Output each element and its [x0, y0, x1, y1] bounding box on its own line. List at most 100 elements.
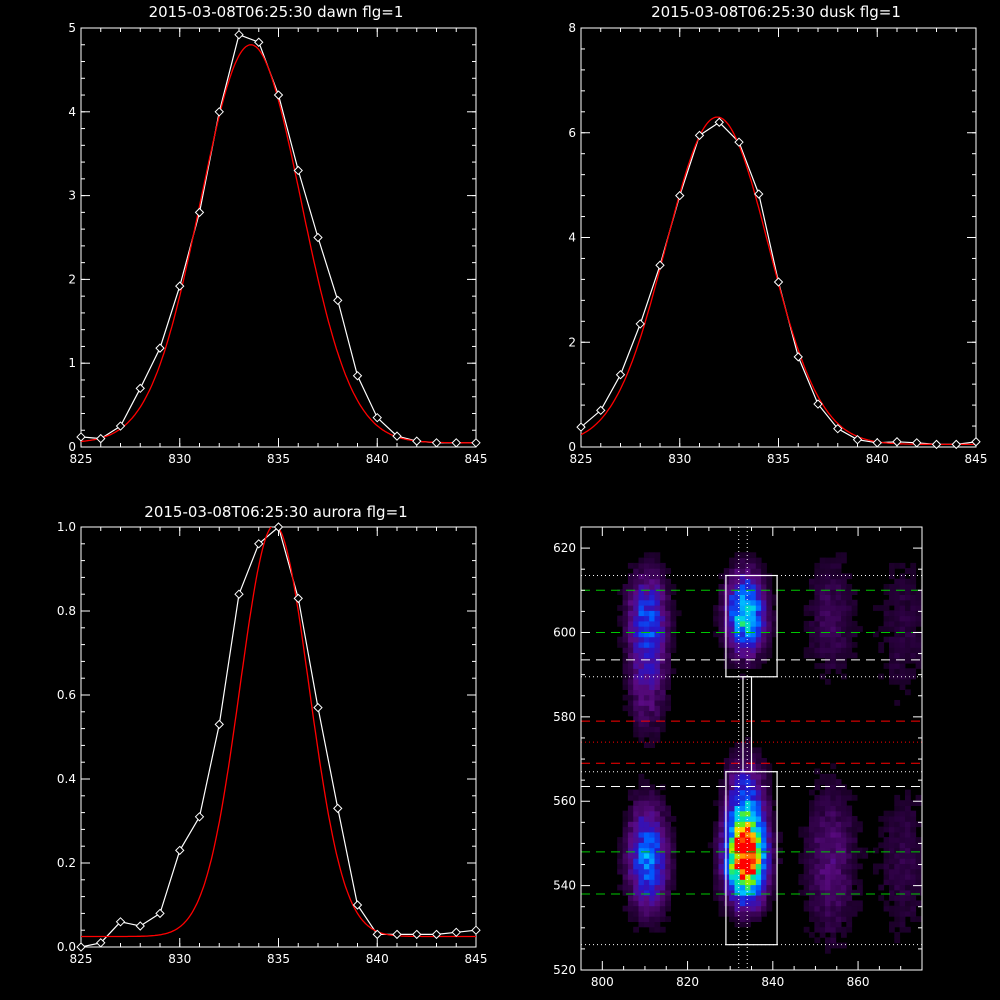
heatmap-cell — [670, 837, 677, 843]
heatmap-cell — [841, 800, 847, 806]
heatmap-cell — [841, 552, 847, 559]
heatmap-cell — [814, 921, 821, 928]
heatmap-cell — [841, 879, 847, 886]
heatmap-cell — [670, 599, 677, 606]
heatmap-cell — [809, 605, 815, 611]
heatmap-cell — [750, 910, 757, 917]
data-point — [155, 343, 165, 353]
heatmap-cell — [835, 916, 842, 922]
heatmap-cell — [649, 874, 655, 880]
heatmap-cell — [627, 584, 634, 590]
heatmap-cell — [670, 868, 677, 875]
heatmap-cell — [638, 863, 645, 870]
heatmap-cell — [798, 852, 805, 859]
heatmap-cell — [654, 910, 661, 917]
heatmap-cell — [899, 879, 906, 886]
heatmap-cell — [745, 657, 751, 664]
heatmap-cell — [899, 652, 906, 659]
heatmap-cell — [889, 636, 895, 643]
heatmap-cell — [809, 631, 815, 638]
heatmap-cell — [638, 636, 645, 643]
y-tick-label: 3 — [68, 189, 76, 203]
heatmap-cell — [835, 578, 842, 585]
heatmap-cell — [729, 852, 735, 859]
heatmap-cell — [723, 910, 730, 917]
heatmap-cell — [649, 636, 655, 643]
heatmap-cell — [734, 636, 741, 643]
heatmap-cell — [846, 610, 853, 617]
heatmap-cell — [654, 668, 661, 675]
heatmap-cell — [894, 652, 901, 659]
heatmap-cell — [819, 868, 826, 875]
heatmap-cell — [830, 779, 837, 785]
heatmap-cell — [723, 773, 730, 780]
heatmap-cell — [889, 594, 895, 601]
heatmap-cell — [713, 868, 719, 875]
heatmap-cell — [889, 926, 895, 933]
heatmap-cell — [734, 557, 741, 564]
heatmap-cell — [814, 831, 821, 838]
heatmap-cell — [803, 868, 810, 875]
heatmap-cell — [899, 620, 906, 627]
heatmap-cell — [654, 900, 661, 907]
heatmap-cell — [649, 842, 655, 849]
heatmap-cell — [803, 842, 810, 849]
heatmap-cell — [622, 889, 629, 896]
heatmap-cell — [755, 589, 762, 595]
heatmap-cell — [627, 573, 634, 580]
heatmap-cell — [627, 689, 634, 696]
data-point — [615, 370, 626, 380]
heatmap-cell — [643, 826, 650, 833]
heatmap-cell — [627, 821, 634, 828]
heatmap-cell — [889, 826, 895, 833]
heatmap-cell — [814, 626, 821, 632]
heatmap-cell — [622, 816, 629, 822]
heatmap-cell — [755, 747, 762, 754]
heatmap-cell — [899, 594, 906, 601]
heatmap-cell — [617, 842, 623, 849]
heatmap-cell — [894, 647, 901, 653]
heatmap-cell — [814, 779, 821, 785]
heatmap-cell — [825, 636, 831, 643]
heatmap-cell — [766, 773, 773, 780]
heatmap-cell — [745, 584, 751, 590]
heatmap-cell — [798, 879, 805, 886]
heatmap-cell — [729, 663, 735, 669]
heatmap-cell — [814, 610, 821, 617]
heatmap-cell — [659, 584, 666, 590]
heatmap-cell — [878, 884, 885, 891]
heatmap-cell — [622, 599, 629, 606]
heatmap-cell — [809, 636, 815, 643]
data-point — [175, 281, 185, 291]
heatmap-cell — [835, 905, 842, 912]
heatmap-cell — [745, 826, 751, 833]
heatmap-cell — [633, 731, 639, 738]
heatmap-cell — [729, 578, 735, 585]
heatmap-cell — [846, 895, 853, 901]
heatmap-cell — [878, 642, 885, 648]
heatmap-cell — [910, 562, 917, 569]
heatmap-cell — [638, 842, 645, 849]
heatmap-cell — [761, 847, 767, 854]
heatmap-cell — [814, 652, 821, 659]
heatmap-cell — [643, 779, 650, 785]
heatmap-cell — [851, 868, 858, 875]
heatmap-cell — [649, 726, 655, 733]
heatmap-cell — [851, 589, 858, 595]
heatmap-cell — [771, 879, 778, 886]
heatmap-cell — [899, 821, 906, 828]
heatmap-cell — [739, 847, 746, 854]
heatmap-cell — [905, 636, 911, 643]
x-tick-label: 835 — [767, 452, 790, 466]
heatmap-cell — [846, 599, 853, 606]
heatmap-cell — [771, 884, 778, 891]
heatmap-cell — [622, 636, 629, 643]
heatmap-cell — [905, 816, 911, 822]
heatmap-cell — [809, 874, 815, 880]
heatmap-cell — [643, 863, 650, 870]
x-tick-label: 825 — [70, 452, 93, 466]
heatmap-cell — [889, 599, 895, 606]
heatmap-cell — [654, 568, 661, 574]
heatmap-cell — [894, 905, 901, 912]
